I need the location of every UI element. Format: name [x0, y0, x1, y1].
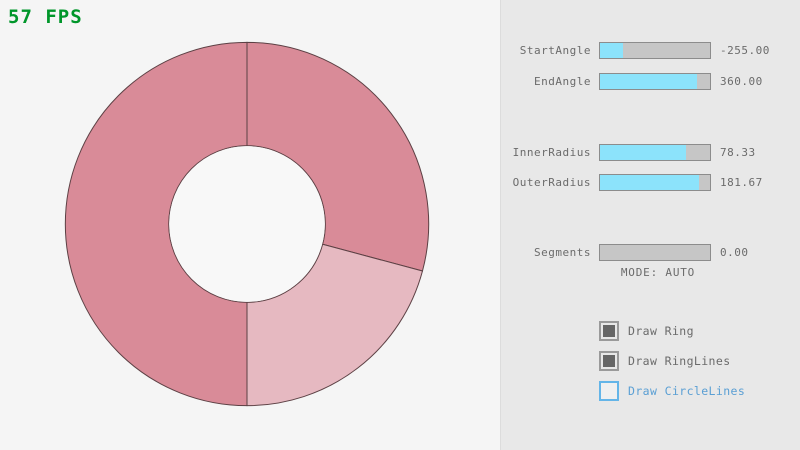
checkmark-icon	[603, 355, 615, 367]
checkbox-label-draw-ringlines: Draw RingLines	[628, 354, 731, 368]
ring-segments-group	[64, 41, 430, 407]
fps-counter: 57 FPS	[8, 6, 83, 28]
slider-row-inner-radius: InnerRadius 78.33	[501, 142, 800, 162]
slider-value-end-angle: 360.00	[720, 74, 763, 88]
slider-label-outer-radius: OuterRadius	[512, 175, 591, 189]
slider-row-start-angle: StartAngle -255.00	[501, 40, 800, 60]
slider-value-start-angle: -255.00	[720, 43, 770, 57]
slider-row-segments: Segments 0.00	[501, 242, 800, 262]
slider-track-end-angle[interactable]	[599, 72, 711, 90]
slider-fill-start-angle	[600, 42, 624, 58]
segment-dark-top	[246, 41, 430, 272]
slider-track-inner-radius[interactable]	[599, 143, 711, 161]
checkbox-row-draw-circlelines[interactable]: Draw CircleLines	[599, 380, 745, 402]
slider-track-start-angle[interactable]	[599, 41, 711, 59]
segment-light	[246, 243, 424, 407]
segment-dark-left	[64, 41, 248, 407]
checkbox-draw-ring[interactable]	[599, 321, 619, 341]
slider-fill-end-angle	[600, 73, 697, 89]
render-canvas[interactable]: 57 FPS	[0, 0, 500, 450]
slider-row-outer-radius: OuterRadius 181.67	[501, 172, 800, 192]
slider-track-outer-radius[interactable]	[599, 173, 711, 191]
slider-fill-outer-radius	[600, 174, 699, 190]
slider-value-segments: 0.00	[720, 245, 749, 259]
slider-label-end-angle: EndAngle	[534, 74, 591, 88]
slider-row-end-angle: EndAngle 360.00	[501, 71, 800, 91]
donut-hole	[169, 146, 325, 302]
slider-label-segments: Segments	[534, 245, 591, 259]
checkbox-label-draw-ring: Draw Ring	[628, 324, 694, 338]
checkbox-row-draw-ring[interactable]: Draw Ring	[599, 320, 694, 342]
slider-label-inner-radius: InnerRadius	[512, 145, 591, 159]
slider-value-outer-radius: 181.67	[720, 175, 763, 189]
slider-track-segments[interactable]	[599, 243, 711, 261]
checkmark-icon	[603, 325, 615, 337]
mode-label: MODE: AUTO	[620, 266, 696, 279]
slider-fill-inner-radius	[600, 144, 686, 160]
control-panel: StartAngle -255.00 EndAngle 360.00 InnerRadi…	[500, 0, 800, 450]
checkbox-draw-circlelines[interactable]	[599, 381, 619, 401]
slider-label-start-angle: StartAngle	[519, 43, 591, 57]
checkbox-row-draw-ringlines[interactable]: Draw RingLines	[599, 350, 731, 372]
checkbox-draw-ringlines[interactable]	[599, 351, 619, 371]
checkbox-label-draw-circlelines: Draw CircleLines	[628, 384, 746, 398]
slider-value-inner-radius: 78.33	[720, 145, 756, 159]
donut-chart	[64, 41, 430, 407]
